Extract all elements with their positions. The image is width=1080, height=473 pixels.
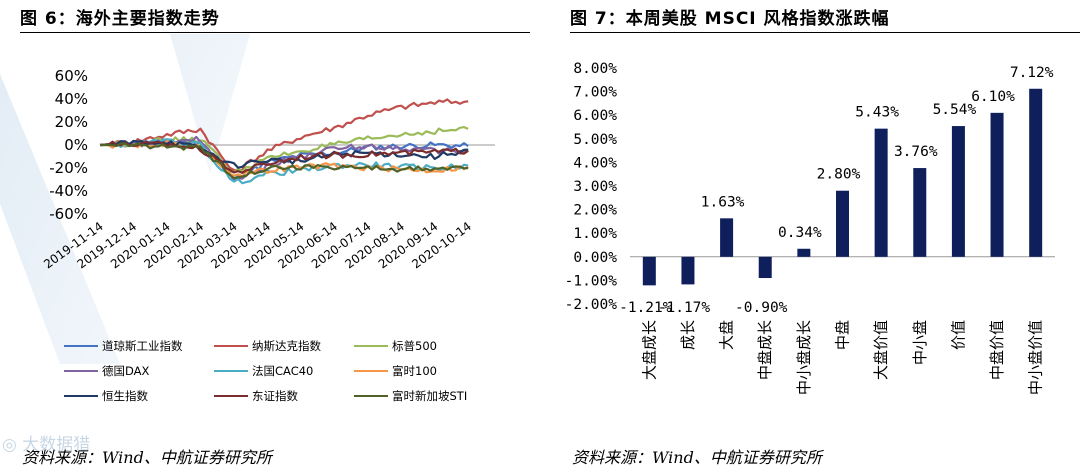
bar xyxy=(797,248,811,257)
right-chart-title: 图 7：本周美股 MSCI 风格指数涨跌幅 xyxy=(570,9,890,29)
bar-value-label: 5.54% xyxy=(933,102,977,118)
y-tick-label: 0% xyxy=(64,136,88,154)
left-source-note: 资料来源：Wind、中航证券研究所 xyxy=(22,448,272,467)
watermark-shape-2 xyxy=(170,34,250,174)
line-legend: 道琼斯工业指数 纳斯达克指数 标普500 德国DAX 法国CAC40 富时100 恒生指数 东… xyxy=(64,338,484,404)
bar xyxy=(642,256,656,286)
legend-label: 法国CAC40 xyxy=(252,364,314,378)
category-label: 成长 xyxy=(679,320,697,350)
category-label: 中盘 xyxy=(834,320,852,350)
bar-value-label: -1.17% xyxy=(658,300,711,316)
left-chart-title: 图 6：海外主要指数走势 xyxy=(20,9,220,29)
bar xyxy=(836,190,849,257)
legend-entry: 富时100 xyxy=(354,363,484,379)
bar xyxy=(951,126,965,257)
y-tick-label: -2.00% xyxy=(565,297,618,313)
category-label: 大盘成长 xyxy=(640,320,658,380)
watermark-text: ◎ 大数据猎 xyxy=(2,435,91,455)
legend-swatch xyxy=(214,369,248,373)
category-label: 中小盘成长 xyxy=(795,320,813,395)
bar-value-label: -1.21% xyxy=(619,300,672,316)
y-tick-label: 0.00% xyxy=(573,250,617,266)
legend-label: 纳斯达克指数 xyxy=(252,339,321,353)
bar-value-label: -0.90% xyxy=(735,300,788,316)
legend-swatch xyxy=(214,394,248,398)
y-tick-label: 8.00% xyxy=(573,61,617,77)
bar-value-label: 7.12% xyxy=(1010,65,1054,81)
legend-swatch xyxy=(354,394,388,398)
bar-chart: 8.00% 7.00% 6.00% 5.00% 4.00% 3.00% 2.00% 1.00%… xyxy=(565,61,1055,395)
y-tick-label: 7.00% xyxy=(573,85,617,101)
y-tick-label: -40% xyxy=(49,182,88,200)
y-tick-label: 1.00% xyxy=(573,226,617,242)
legend-swatch xyxy=(354,369,388,373)
category-label: 大盘价值 xyxy=(872,320,890,380)
y-tick-label: 60% xyxy=(55,67,88,85)
watermark-shape xyxy=(0,74,120,364)
bar xyxy=(758,256,772,279)
legend-label: 恒生指数 xyxy=(102,389,148,403)
bar xyxy=(681,256,695,285)
bar-value-label: 3.76% xyxy=(894,144,938,160)
y-tick-label: 2.00% xyxy=(573,203,617,219)
left-chart-panel: 图 6：海外主要指数走势 60% 40% 20% 0% -20% -40% -60% 2019… xyxy=(0,0,530,473)
legend-entry: 道琼斯工业指数 xyxy=(64,338,214,354)
legend-entry: 恒生指数 xyxy=(64,388,214,404)
bar-value-label: 0.34% xyxy=(778,225,822,241)
right-title-rule xyxy=(570,32,1080,33)
series-line xyxy=(99,98,469,172)
legend-swatch xyxy=(354,344,388,348)
series-line xyxy=(100,142,469,180)
left-title-rule xyxy=(20,32,530,33)
legend-entry: 纳斯达克指数 xyxy=(214,338,354,354)
bar xyxy=(720,218,734,257)
legend-label: 富时100 xyxy=(392,364,437,378)
y-tick-label: 3.00% xyxy=(573,179,617,195)
legend-label: 德国DAX xyxy=(102,364,150,378)
series-line xyxy=(99,138,469,185)
y-tick-label: 20% xyxy=(55,113,88,131)
category-label: 中小盘 xyxy=(911,320,929,365)
bar-value-label: 5.43% xyxy=(855,105,899,121)
legend-entry: 德国DAX xyxy=(64,363,214,379)
bar xyxy=(1029,88,1043,257)
category-label: 中盘价值 xyxy=(988,320,1006,380)
y-tick-label: -1.00% xyxy=(565,273,618,289)
legend-label: 标普500 xyxy=(392,339,437,353)
legend-swatch xyxy=(64,344,98,348)
legend-swatch xyxy=(64,369,98,373)
y-tick-label: 5.00% xyxy=(573,132,617,148)
bar-value-label: 1.63% xyxy=(701,194,745,210)
right-source-note: 资料来源：Wind、中航证券研究所 xyxy=(572,448,822,467)
bar-value-label: 6.10% xyxy=(971,89,1015,105)
category-label: 中盘成长 xyxy=(756,320,774,380)
y-tick-label: 6.00% xyxy=(573,108,617,124)
series-line xyxy=(99,140,469,174)
legend-entry: 法国CAC40 xyxy=(214,363,354,379)
legend-entry: 东证指数 xyxy=(214,388,354,404)
category-label: 中小盘价值 xyxy=(1027,320,1045,395)
bar xyxy=(990,112,1004,257)
legend-label: 富时新加坡STI xyxy=(392,389,468,403)
legend-swatch xyxy=(214,344,248,348)
legend-label: 东证指数 xyxy=(252,389,298,403)
line-chart: 60%40%20%0%-20%-40%-60%2019-11-142019-12… xyxy=(0,34,495,364)
category-label: 大盘 xyxy=(718,320,736,350)
y-tick-label: -20% xyxy=(49,159,88,177)
y-tick-label: 4.00% xyxy=(573,155,617,171)
legend-entry: 标普500 xyxy=(354,338,484,354)
legend-swatch xyxy=(64,394,98,398)
category-label: 价值 xyxy=(949,320,967,350)
legend-entry: 富时新加坡STI xyxy=(354,388,484,404)
right-chart-panel: 图 7：本周美股 MSCI 风格指数涨跌幅 8.00% 7.00% 6.00% 5.0… xyxy=(550,0,1080,473)
y-tick-label: -60% xyxy=(49,205,88,223)
y-tick-label: 40% xyxy=(55,90,88,108)
bar xyxy=(913,168,927,257)
bar xyxy=(874,128,888,257)
bar-value-label: 2.80% xyxy=(817,167,861,183)
legend-label: 道琼斯工业指数 xyxy=(102,339,183,353)
